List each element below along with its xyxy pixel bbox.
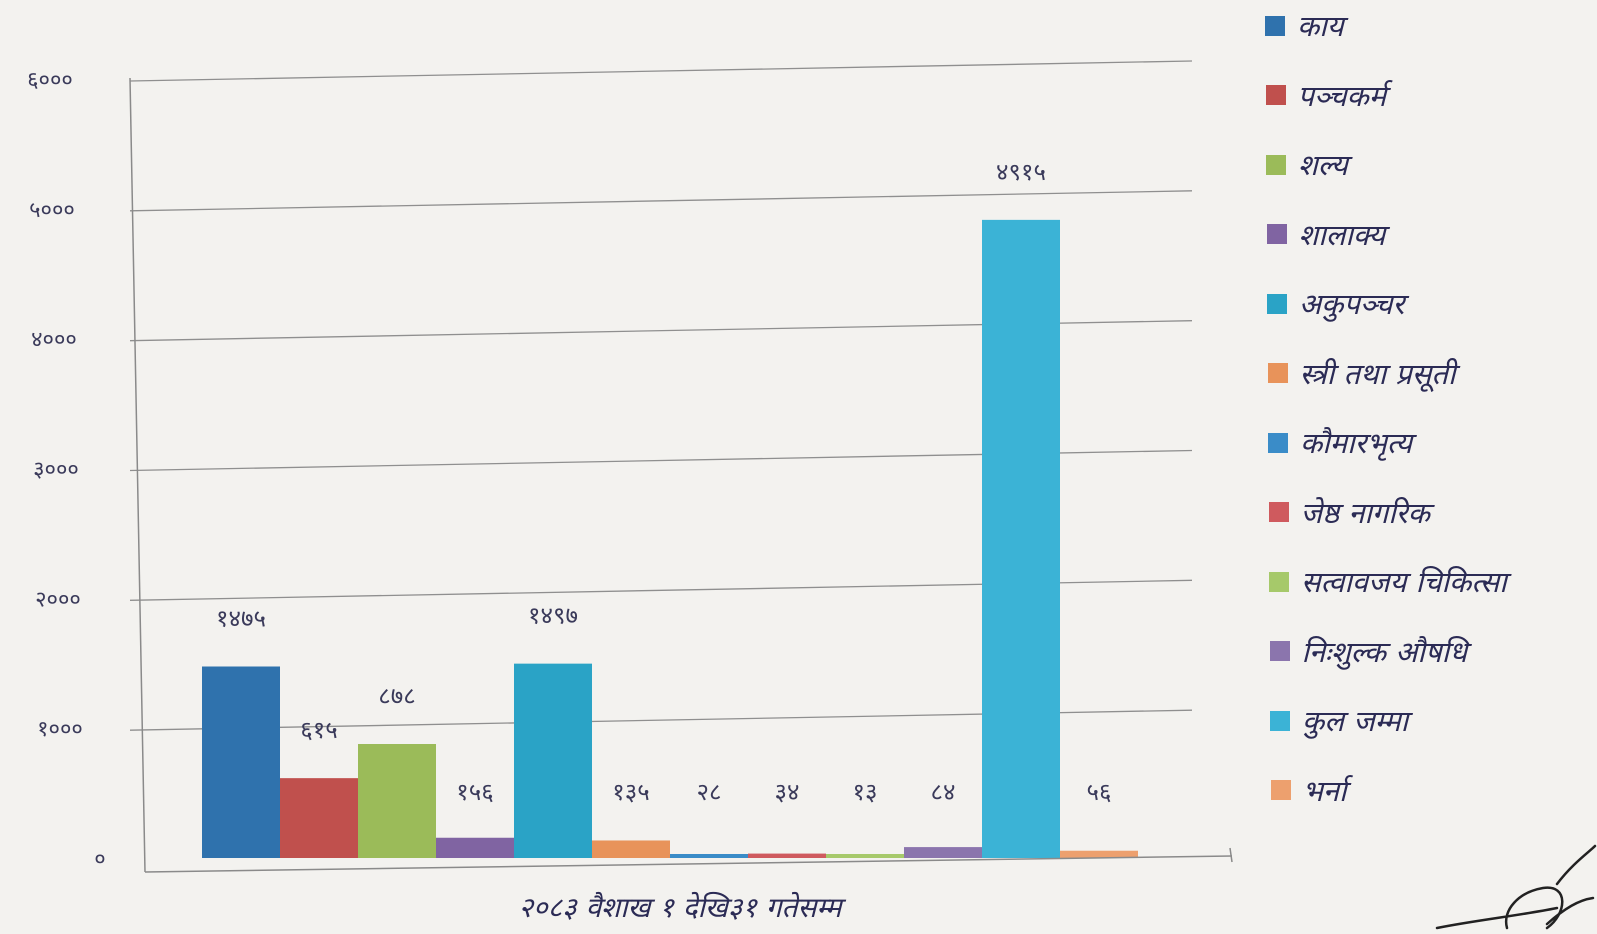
bar [436, 837, 514, 858]
bars [202, 219, 1138, 859]
legend-item: शल्य [1266, 145, 1348, 184]
legend-swatch [1266, 224, 1287, 244]
legend-item: सत्वावजय चिकित्सा [1269, 562, 1507, 601]
legend-label: शालाक्य [1298, 217, 1386, 252]
x-axis-line [144, 855, 1233, 873]
y-tick-label: १००० [37, 717, 83, 742]
legend-label: शल्य [1298, 148, 1348, 182]
y-tick-label: ४००० [31, 328, 77, 353]
legend-item: स्त्री तथा प्रसूती [1267, 354, 1456, 393]
bar [982, 219, 1060, 859]
legend-label: पञ्चकर्म [1297, 78, 1387, 113]
bar [358, 744, 436, 858]
value-label: ३४ [775, 778, 800, 806]
legend-item: पञ्चकर्म [1265, 76, 1387, 115]
signature-mark [1435, 844, 1597, 930]
y-tick-label: २००० [35, 587, 81, 612]
bar [670, 854, 748, 858]
value-label: ५६ [1087, 778, 1112, 806]
y-tick-label: ६००० [27, 68, 73, 93]
legend-label: भर्ना [1302, 773, 1347, 808]
legend-label: सत्वावजय चिकित्सा [1301, 565, 1507, 599]
bar [826, 854, 904, 858]
value-label: ८४ [931, 778, 956, 806]
value-label: ६१५ [300, 716, 337, 744]
legend-item: निःशुल्क औषधि [1269, 632, 1468, 671]
legend-swatch [1269, 571, 1289, 592]
value-labels: १४७५ ६१५ ८७८ १५६ १४९७ १३५ २८ ३४ १३ ८४ ४९१५ ५६ [216, 158, 1111, 806]
legend-item: कुल जम्मा [1270, 701, 1408, 740]
bar [202, 666, 280, 858]
y-axis-ticks: ० १००० २००० ३००० ४००० ५००० ६००० [27, 68, 106, 872]
bar [592, 840, 670, 858]
gridline [129, 60, 1193, 82]
legend-item: अकुपञ्चर [1267, 284, 1404, 323]
value-label: ४९१५ [996, 158, 1046, 186]
legend-label: जेष्ठ नागरिक [1300, 495, 1430, 530]
legend-swatch [1267, 363, 1288, 383]
legend-item: भर्ना [1270, 771, 1347, 810]
value-label: १५६ [456, 778, 493, 806]
legend-label: स्त्री तथा प्रसूती [1299, 356, 1456, 391]
bar [280, 778, 358, 858]
bar [514, 663, 592, 858]
legend-swatch [1269, 641, 1290, 661]
y-tick-label: ० [94, 847, 105, 872]
value-label: २८ [697, 778, 722, 806]
y-tick-label: ३००० [33, 458, 79, 483]
y-tick-label: ५००० [29, 198, 75, 223]
value-label: ८७८ [378, 682, 415, 710]
legend-swatch [1268, 502, 1289, 522]
value-label: १४७५ [216, 604, 266, 632]
legend-label: काय [1297, 9, 1344, 43]
legend-swatch [1270, 710, 1290, 731]
value-label: १३ [853, 778, 878, 806]
y-axis-line [129, 77, 146, 873]
legend-swatch [1266, 154, 1286, 175]
legend-swatch [1265, 85, 1286, 105]
legend-item: कौमारभृत्य [1268, 423, 1412, 462]
value-label: १४९७ [528, 602, 578, 630]
bar [1060, 850, 1138, 858]
value-label: १३५ [612, 778, 649, 806]
bar [748, 853, 826, 858]
legend-swatch [1270, 780, 1291, 800]
legend-label: निःशुल्क औषधि [1301, 634, 1468, 669]
legend-item: शालाक्य [1266, 215, 1386, 254]
legend-item: जेष्ठ नागरिक [1268, 493, 1430, 532]
x-axis-label: २०८३ वैशाख १ देखि३१ गतेसम्म [518, 891, 842, 924]
legend-label: कुल जम्मा [1302, 704, 1409, 738]
gridline [129, 190, 1193, 212]
legend-label: अकुपञ्चर [1299, 287, 1405, 321]
legend-swatch [1265, 15, 1285, 36]
legend-swatch [1267, 293, 1287, 314]
x-axis-end-tick [1229, 847, 1233, 863]
legend-swatch [1268, 432, 1288, 453]
legend-item: काय [1265, 6, 1344, 45]
bar [904, 847, 982, 858]
legend-label: कौमारभृत्य [1300, 426, 1413, 460]
